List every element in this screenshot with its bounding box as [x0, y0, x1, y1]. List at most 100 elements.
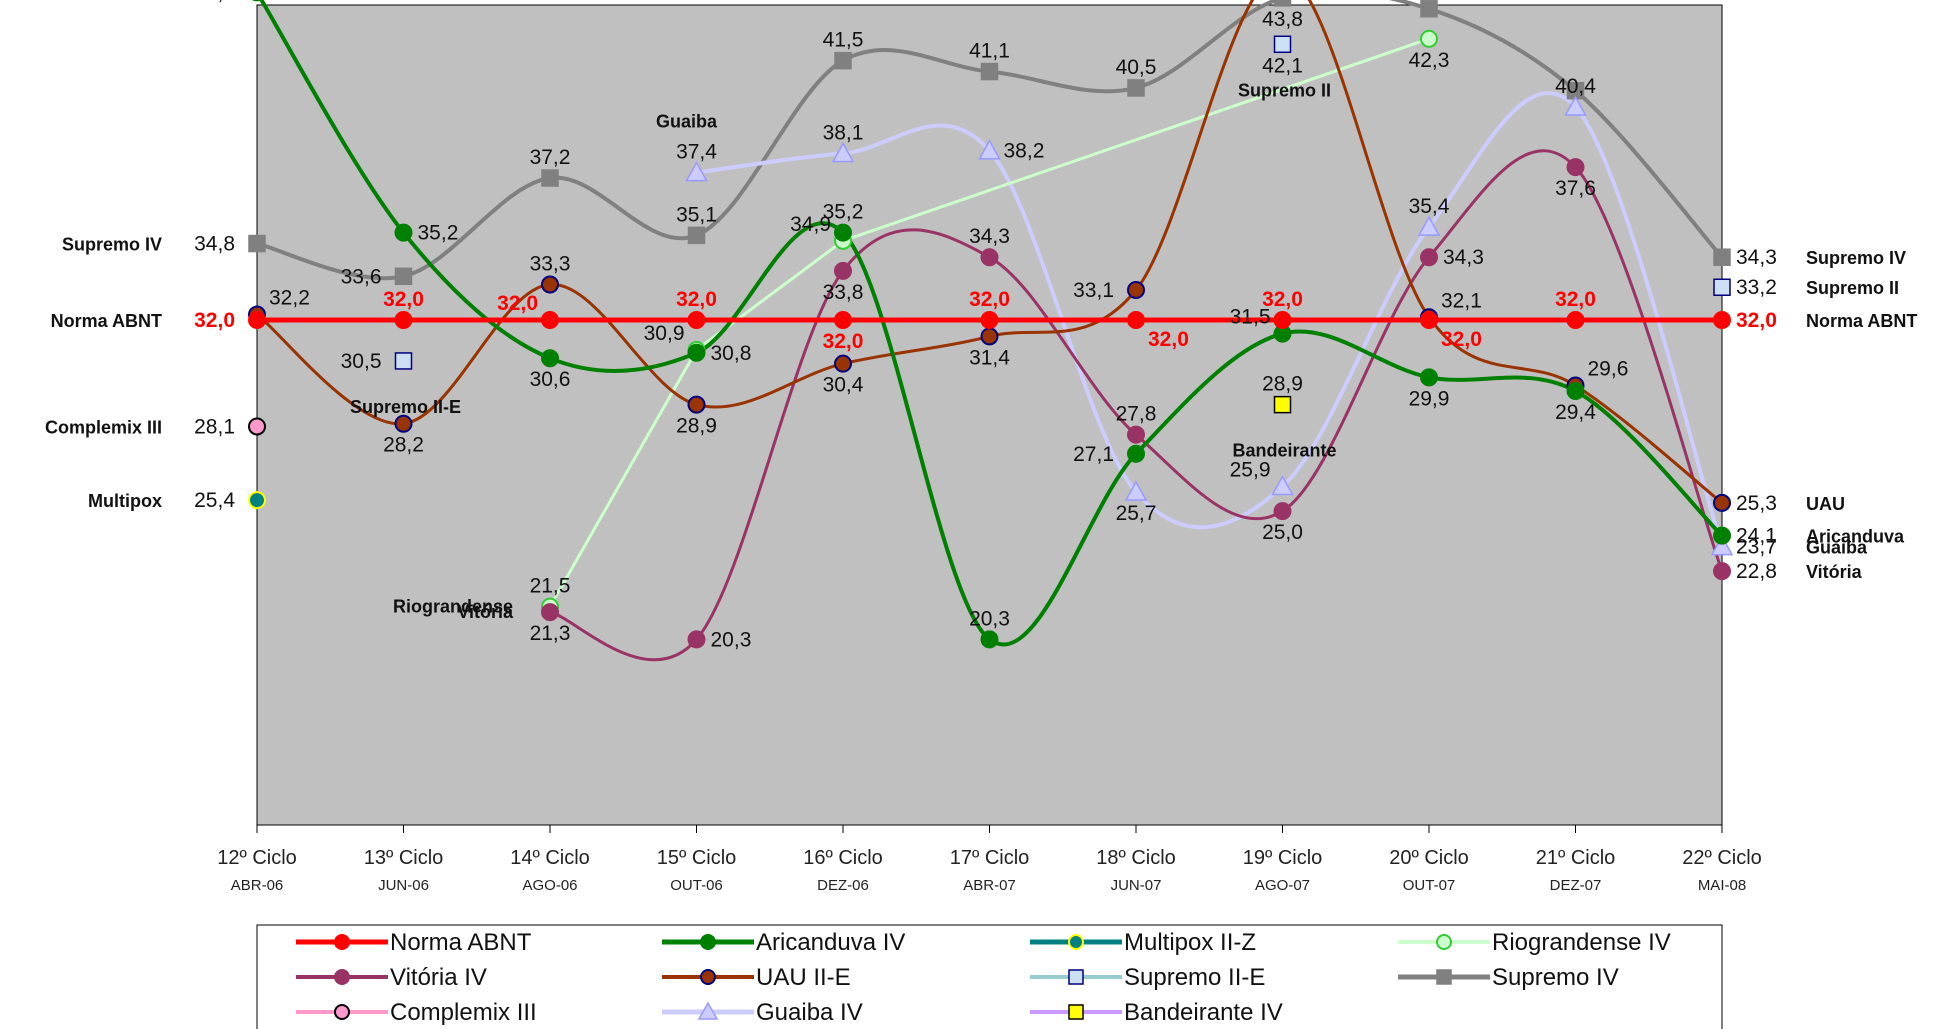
data-label: 28,1: [194, 415, 235, 438]
series-name-left: Complemix III: [45, 417, 162, 437]
point-uau-ii-e: [1127, 280, 1145, 299]
series-name-left: Aricanduva: [64, 0, 163, 3]
point-guaiba-iv: [1710, 535, 1734, 556]
data-label: 22,8: [1736, 560, 1777, 583]
point-supremo-iv: [248, 234, 266, 253]
legend-swatch-marker: [1436, 934, 1452, 950]
point-supremo-iv: [541, 169, 559, 187]
legend: Norma ABNT Aricanduva IV Multipox II-Z Riog…: [256, 924, 1723, 1029]
x-tick-sublabel: MAI-08: [1698, 877, 1746, 894]
point-aricanduva-iv: [980, 630, 999, 649]
legend-label: Riograndense IV: [1492, 929, 1671, 956]
data-label: 28,9: [676, 415, 717, 438]
legend-label: Guaiba IV: [756, 999, 863, 1026]
data-label: 42,1: [1262, 54, 1303, 77]
legend-swatch-marker: [697, 1001, 719, 1020]
point-vitoria-iv: [687, 630, 706, 649]
x-tick-sublabel: ABR-07: [963, 877, 1016, 894]
legend-label: Supremo II-E: [1124, 964, 1265, 991]
legend-swatch-marker: [334, 1004, 350, 1020]
data-label: 38,1: [823, 121, 864, 144]
point-guaiba-iv: [1124, 480, 1148, 501]
point-aricanduva-iv: [1420, 368, 1438, 387]
data-label: 35,1: [676, 203, 717, 226]
data-label-norma: 32,0: [1148, 328, 1189, 351]
x-tick-sublabel: DEZ-07: [1550, 877, 1602, 894]
point-norma-abnt: [541, 311, 559, 329]
series-name-right: Supremo IV: [1806, 248, 1906, 268]
x-axis: 12º Ciclo ABR-06 13º Ciclo JUN-06 14º Ciclo A…: [217, 825, 1762, 894]
data-label-norma: 32,0: [194, 309, 235, 332]
legend-label: Bandeirante IV: [1124, 999, 1283, 1026]
series-name-inline: Guaiba: [656, 112, 718, 132]
series-name-right: UAU: [1806, 494, 1845, 514]
x-tick-label: 21º Ciclo: [1536, 847, 1616, 869]
legend-swatch-marker: [1068, 969, 1084, 985]
legend-item-aricanduva-iv: Aricanduva IV: [662, 929, 905, 956]
data-label-norma: 32,0: [823, 330, 864, 353]
point-norma-abnt: [834, 311, 852, 329]
point-supremo-iv: [1273, 0, 1292, 7]
series-line-aricanduva-iv: [259, 0, 1724, 647]
data-label: 30,5: [341, 350, 382, 373]
data-label: 31,4: [969, 346, 1010, 369]
data-label: 29,6: [1588, 358, 1629, 381]
data-label: 20,3: [711, 628, 752, 651]
point-complemix-iii: [248, 417, 266, 436]
data-label: 44,0: [194, 0, 235, 4]
point-supremo-ii-e: [1713, 278, 1731, 296]
data-label: 29,9: [1409, 387, 1450, 410]
legend-swatch-marker: [1068, 934, 1084, 950]
data-label: 37,4: [676, 141, 717, 164]
point-uau-ii-e: [687, 395, 706, 414]
series-name-left: Supremo IV: [62, 235, 162, 255]
data-label: 25,0: [1262, 521, 1303, 544]
point-vitoria-iv: [541, 603, 559, 622]
legend-swatch-marker: [700, 969, 716, 985]
point-aricanduva-iv: [834, 223, 852, 242]
x-tick-label: 16º Ciclo: [803, 847, 883, 869]
series-name-inline: Supremo II-E: [350, 397, 461, 417]
point-guaiba-iv: [1271, 474, 1294, 496]
point-uau-ii-e: [980, 327, 999, 346]
data-label: 29,4: [1555, 401, 1596, 424]
point-aricanduva-iv: [541, 349, 559, 368]
legend-item-supremo-ii-e: Supremo II-E: [1030, 964, 1265, 991]
point-supremo-iv: [834, 51, 852, 70]
series-name-right: Guaiba: [1806, 538, 1868, 558]
point-aricanduva-iv: [394, 223, 413, 242]
point-uau-ii-e: [1713, 493, 1731, 512]
series-name-right: Aricanduva: [1806, 527, 1905, 547]
point-uau-ii-e: [394, 414, 413, 433]
series-name-left: Norma ABNT: [51, 311, 162, 331]
legend-item-uau-ii-e: UAU II-E: [662, 964, 851, 991]
data-label: 42,3: [1409, 49, 1450, 72]
x-tick-sublabel: AGO-06: [522, 877, 577, 894]
legend-item-norma-abnt: Norma ABNT: [296, 929, 532, 956]
point-guaiba-iv: [1564, 95, 1587, 116]
data-label: 37,6: [1555, 177, 1596, 200]
point-bandeirante-iv: [1273, 395, 1292, 414]
x-tick-sublabel: OUT-06: [670, 877, 723, 894]
data-label: 34,8: [194, 233, 235, 256]
data-label: 33,3: [530, 253, 571, 276]
x-tick-label: 12º Ciclo: [217, 847, 297, 869]
markers-group: [248, 0, 1734, 649]
data-label: 32,2: [269, 287, 310, 310]
data-label: 41,5: [823, 29, 864, 52]
point-aricanduva-iv: [1127, 444, 1145, 463]
point-norma-abnt: [1273, 311, 1292, 329]
data-label: 33,1: [1073, 279, 1114, 302]
point-guaiba-iv: [685, 161, 708, 182]
point-norma-abnt: [687, 311, 706, 329]
point-supremo-iv: [1713, 248, 1731, 266]
data-label: 27,1: [1073, 443, 1114, 466]
series-name-inline: Riograndense: [393, 597, 513, 617]
data-label: 35,4: [1409, 195, 1450, 218]
x-tick-label: 18º Ciclo: [1096, 847, 1176, 869]
legend-swatch-marker: [1068, 1004, 1084, 1020]
data-label: 43,8: [1262, 8, 1303, 31]
point-vitoria-iv: [834, 261, 852, 280]
series-name-inline: Vitória: [457, 602, 514, 622]
